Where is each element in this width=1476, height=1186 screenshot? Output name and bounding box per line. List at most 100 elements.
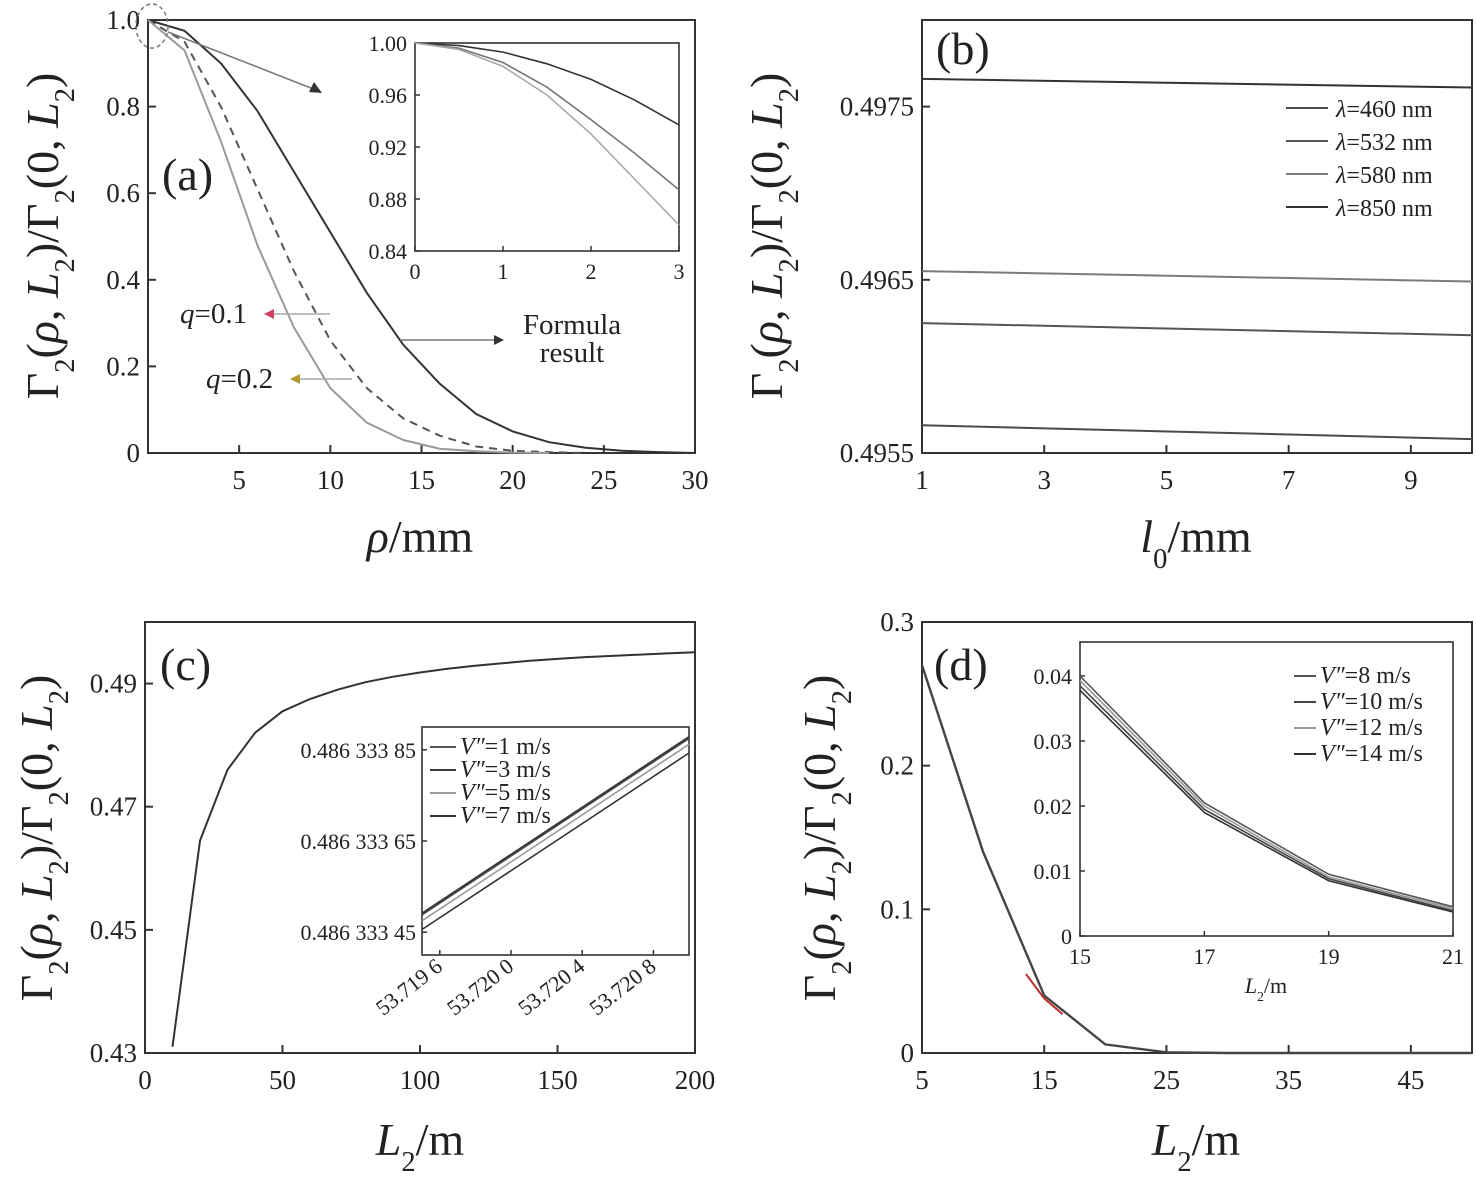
- panel-c-inset-series-0: [421, 737, 690, 916]
- panel-c-ytick: 0.45: [90, 915, 137, 945]
- panel-d-ytick: 0.2: [880, 751, 914, 781]
- panel-b-label: (b): [936, 23, 990, 74]
- panel-d-inset-xtick: 19: [1318, 944, 1340, 969]
- panel-a-inset-xtick: 3: [674, 259, 685, 284]
- annotation-q01: q=0.1: [180, 298, 247, 330]
- panel-d-inset-xlabel: L2/m: [1244, 973, 1287, 1004]
- zoom-arrow: [167, 31, 317, 91]
- panel-c-xtick: 100: [400, 1065, 441, 1095]
- panel-a-series-1: [147, 19, 586, 454]
- panel-a-inset-series-0: [414, 42, 680, 126]
- panel-d-legend-item: V″=12 m/s: [1320, 715, 1423, 741]
- panel-d-legend-item: V″=8 m/s: [1320, 663, 1411, 689]
- panel-b-xtick: 1: [915, 465, 929, 495]
- panel-a-inset-frame: [414, 42, 680, 252]
- panel-c-legend-item: V″=3 m/s: [460, 757, 551, 783]
- panel-d-inset-series-3: [1079, 689, 1454, 913]
- panel-a-label: (a): [162, 149, 213, 200]
- panel-b-ytick: 0.4975: [840, 92, 914, 122]
- panel-b-legend-item: λ=532 nm: [1335, 130, 1433, 156]
- panel-a-ytick: 0.8: [106, 92, 140, 122]
- panel-c-label: (c): [160, 639, 211, 690]
- panel-c-inset-ytick: 0.486 333 85: [301, 738, 417, 763]
- panel-a-ytick: 0.2: [106, 351, 140, 381]
- panel-d-inset-series-1: [1079, 685, 1454, 912]
- panel-a-ytick: 0: [127, 438, 141, 468]
- panel-b-series-2: [921, 270, 1473, 283]
- panel-c-xtick: 0: [138, 1065, 152, 1095]
- panel-d-label: (d): [934, 639, 988, 690]
- panel-a-xlabel: ρ/mm: [365, 511, 474, 562]
- panel-a-series-2: [147, 19, 550, 454]
- panel-d-series-0: [920, 664, 1472, 1055]
- panel-a-inset-xtick: 0: [410, 259, 421, 284]
- panel-a-xtick: 5: [232, 465, 246, 495]
- panel-d-legend-item: V″=14 m/s: [1320, 741, 1423, 767]
- panel-d-inset-ytick: 0.02: [1034, 794, 1073, 819]
- panel-b-series-3: [921, 77, 1473, 89]
- panel-a-inset-series-1: [414, 42, 680, 191]
- panel-a-inset-xtick: 2: [586, 259, 597, 284]
- panel-b-xtick: 9: [1404, 465, 1418, 495]
- panel-a-inset-ytick: 1.00: [369, 31, 408, 56]
- panel-a-xtick: 15: [408, 465, 435, 495]
- panel-d-inset-ytick: 0: [1061, 924, 1072, 949]
- panel-d-xtick: 25: [1153, 1065, 1180, 1095]
- panel-c-ytick: 0.47: [90, 792, 137, 822]
- panel-c-inset-xtick: 53.720 8: [584, 953, 660, 1020]
- panel-b-ytick: 0.4965: [840, 265, 914, 295]
- panel-a-ylabel: Γ2(ρ, L2)/Γ2(0, L2): [17, 73, 81, 400]
- panel-c-ytick: 0.43: [90, 1038, 137, 1068]
- panel-b-legend-item: λ=850 nm: [1335, 196, 1433, 222]
- panel-d-ytick: 0: [901, 1038, 915, 1068]
- panel-c-series-0: [171, 651, 696, 1047]
- annotation-result: result: [540, 337, 604, 369]
- panel-c-xtick: 200: [675, 1065, 716, 1095]
- panel-b-legend-item: λ=580 nm: [1335, 163, 1433, 189]
- panel-d-xtick: 45: [1397, 1065, 1424, 1095]
- panel-d-inset-xtick: 15: [1069, 944, 1091, 969]
- panel-a-series-0: [147, 19, 696, 454]
- panel-b-ytick: 0.4955: [840, 438, 914, 468]
- panel-a-xtick: 30: [682, 465, 709, 495]
- panel-a-inset-series-2: [414, 42, 680, 226]
- panel-c-inset-ytick: 0.486 333 65: [301, 829, 417, 854]
- panel-c-inset-xtick: 53.720 4: [513, 953, 589, 1020]
- panel-d-inset-ytick: 0.03: [1034, 729, 1073, 754]
- panel-d-xtick: 5: [915, 1065, 929, 1095]
- panel-d-ytick: 0.3: [880, 607, 914, 637]
- panel-d-inset-series-2: [1079, 679, 1454, 910]
- panel-a-xtick: 20: [499, 465, 526, 495]
- panel-d-inset-series-0: [1079, 675, 1454, 908]
- panel-d-inset-xtick: 21: [1442, 944, 1464, 969]
- zoom-arrow-head: [309, 82, 322, 93]
- panel-a-ytick: 1.0: [106, 5, 140, 35]
- panel-d-inset-ytick: 0.04: [1034, 664, 1073, 689]
- panel-c-inset-xtick: 53.720 0: [442, 953, 518, 1020]
- annotation-q01-arrowhead: [264, 309, 274, 319]
- panel-b-xtick: 5: [1160, 465, 1174, 495]
- panel-a-inset-ytick: 0.96: [369, 83, 408, 108]
- panel-a-ytick: 0.4: [106, 265, 140, 295]
- panel-b-xtick: 3: [1037, 465, 1051, 495]
- panel-b-xlabel: l0/mm: [1140, 511, 1252, 575]
- panel-d-xlabel: L2/m: [1151, 1114, 1241, 1178]
- panel-c-legend-item: V″=7 m/s: [460, 803, 551, 829]
- panel-d-ytick: 0.1: [880, 894, 914, 924]
- panel-c-ytick: 0.49: [90, 669, 137, 699]
- panel-c-xtick: 50: [269, 1065, 296, 1095]
- annotation-q02: q=0.2: [206, 363, 273, 395]
- panel-a-ytick: 0.6: [106, 178, 140, 208]
- panel-d-legend-item: V″=10 m/s: [1320, 689, 1423, 715]
- panel-b-series-0: [921, 424, 1473, 441]
- panel-d-ylabel: Γ2(ρ, L2)/Γ2(0, L2): [794, 675, 858, 1002]
- annotation-formula-arrowhead: [494, 335, 504, 345]
- panel-c-legend-item: V″=1 m/s: [460, 734, 551, 760]
- panel-c-xlabel: L2/m: [375, 1114, 465, 1178]
- annotation-formula: Formula: [523, 309, 621, 341]
- zoom-region-marker: [135, 3, 169, 49]
- panel-d-xtick: 15: [1031, 1065, 1058, 1095]
- panel-b-series-1: [921, 322, 1473, 337]
- panel-c-inset-series-1: [421, 736, 690, 915]
